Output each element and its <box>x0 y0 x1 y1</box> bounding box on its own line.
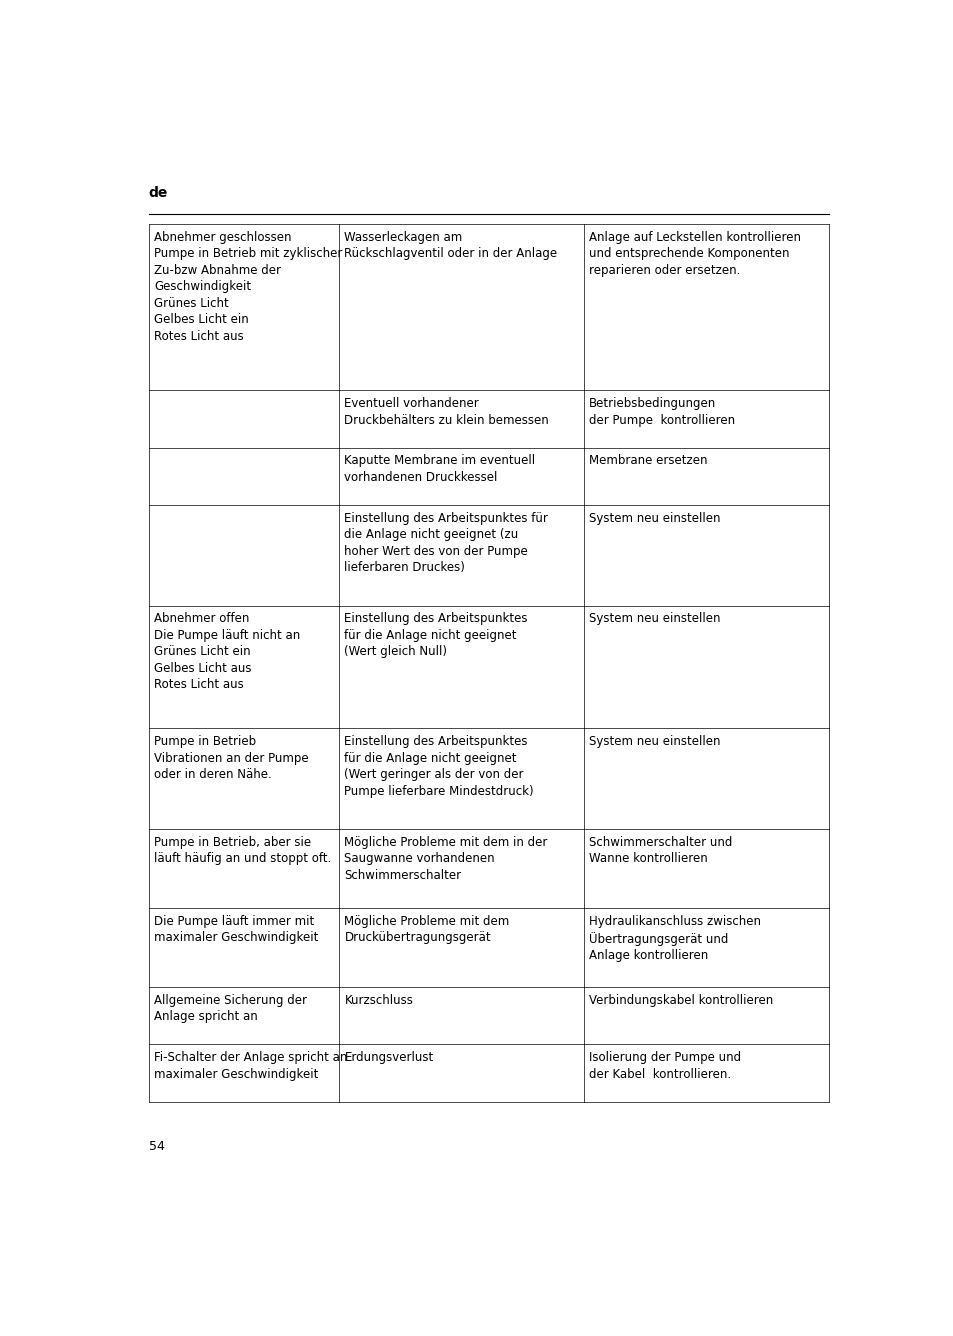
Text: Abnehmer offen
Die Pumpe läuft nicht an
Grünes Licht ein
Gelbes Licht aus
Rotes : Abnehmer offen Die Pumpe läuft nicht an … <box>153 612 300 692</box>
Text: 54: 54 <box>149 1140 165 1153</box>
Text: Anlage auf Leckstellen kontrollieren
und entsprechende Komponenten
reparieren od: Anlage auf Leckstellen kontrollieren und… <box>589 231 801 277</box>
Text: Membrane ersetzen: Membrane ersetzen <box>589 454 707 468</box>
Text: Einstellung des Arbeitspunktes
für die Anlage nicht geeignet
(Wert gleich Null): Einstellung des Arbeitspunktes für die A… <box>344 612 527 659</box>
Text: Die Pumpe läuft immer mit
maximaler Geschwindigkeit: Die Pumpe läuft immer mit maximaler Gesc… <box>153 915 318 945</box>
Text: de: de <box>149 186 168 200</box>
Text: Einstellung des Arbeitspunktes
für die Anlage nicht geeignet
(Wert geringer als : Einstellung des Arbeitspunktes für die A… <box>344 735 534 798</box>
Text: Pumpe in Betrieb, aber sie
läuft häufig an und stoppt oft.: Pumpe in Betrieb, aber sie läuft häufig … <box>153 836 331 866</box>
Text: Einstellung des Arbeitspunktes für
die Anlage nicht geeignet (zu
hoher Wert des : Einstellung des Arbeitspunktes für die A… <box>344 512 548 574</box>
Text: Betriebsbedingungen
der Pumpe  kontrollieren: Betriebsbedingungen der Pumpe kontrollie… <box>589 397 735 426</box>
Text: Isolierung der Pumpe und
der Kabel  kontrollieren.: Isolierung der Pumpe und der Kabel kontr… <box>589 1051 740 1081</box>
Text: System neu einstellen: System neu einstellen <box>589 735 720 748</box>
Text: Verbindungskabel kontrollieren: Verbindungskabel kontrollieren <box>589 994 773 1007</box>
Text: Schwimmerschalter und
Wanne kontrollieren: Schwimmerschalter und Wanne kontrolliere… <box>589 836 732 866</box>
Text: Kaputte Membrane im eventuell
vorhandenen Druckkessel: Kaputte Membrane im eventuell vorhandene… <box>344 454 535 484</box>
Text: Hydraulikanschluss zwischen
Übertragungsgerät und
Anlage kontrollieren: Hydraulikanschluss zwischen Übertragungs… <box>589 915 760 962</box>
Text: Fi-Schalter der Anlage spricht an
maximaler Geschwindigkeit: Fi-Schalter der Anlage spricht an maxima… <box>153 1051 347 1081</box>
Text: Mögliche Probleme mit dem in der
Saugwanne vorhandenen
Schwimmerschalter: Mögliche Probleme mit dem in der Saugwan… <box>344 836 547 882</box>
Text: Wasserleckagen am
Rückschlagventil oder in der Anlage: Wasserleckagen am Rückschlagventil oder … <box>344 231 557 261</box>
Text: System neu einstellen: System neu einstellen <box>589 512 720 525</box>
Text: System neu einstellen: System neu einstellen <box>589 612 720 625</box>
Text: Mögliche Probleme mit dem
Druckübertragungsgerät: Mögliche Probleme mit dem Druckübertragu… <box>344 915 509 945</box>
Text: Erdungsverlust: Erdungsverlust <box>344 1051 434 1065</box>
Text: Allgemeine Sicherung der
Anlage spricht an: Allgemeine Sicherung der Anlage spricht … <box>153 994 307 1023</box>
Text: Eventuell vorhandener
Druckbehälters zu klein bemessen: Eventuell vorhandener Druckbehälters zu … <box>344 397 549 426</box>
Text: Pumpe in Betrieb
Vibrationen an der Pumpe
oder in deren Nähe.: Pumpe in Betrieb Vibrationen an der Pump… <box>153 735 309 782</box>
Text: Kurzschluss: Kurzschluss <box>344 994 413 1007</box>
Text: Abnehmer geschlossen
Pumpe in Betrieb mit zyklischer
Zu-bzw Abnahme der
Geschwin: Abnehmer geschlossen Pumpe in Betrieb mi… <box>153 231 342 343</box>
